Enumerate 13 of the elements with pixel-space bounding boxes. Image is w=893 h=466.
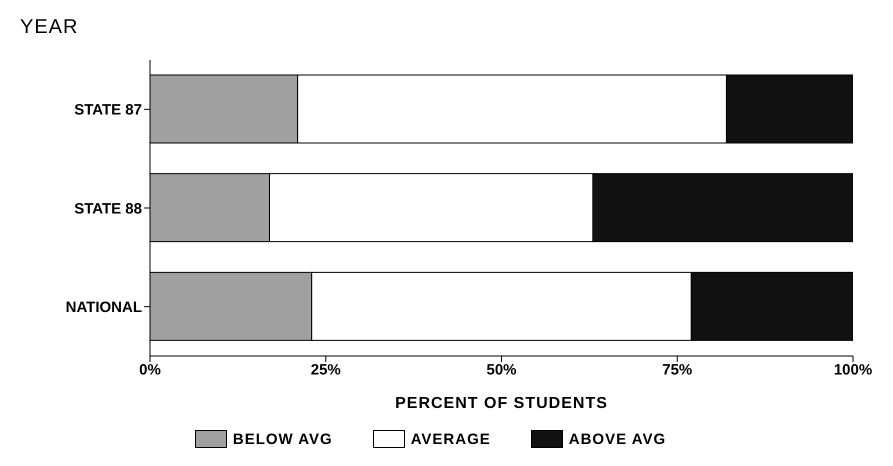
y-tick-label: STATE 87 xyxy=(74,102,142,119)
x-tick-label: 25% xyxy=(310,362,341,379)
y-tick-label: STATE 88 xyxy=(74,200,142,218)
x-tick-label: 50% xyxy=(486,362,517,379)
legend-label: ABOVE AVG xyxy=(568,430,666,448)
y-tick-label: NATIONAL xyxy=(66,298,142,316)
x-tick-label: 75% xyxy=(662,362,692,379)
x-tick-label: 0% xyxy=(139,362,161,379)
legend-label: BELOW AVG xyxy=(232,430,333,448)
x-axis-title: PERCENT OF STUDENTS xyxy=(395,395,608,412)
x-tick-label: 100% xyxy=(834,362,872,379)
y-axis-title: YEAR xyxy=(20,16,78,39)
legend-label: AVERAGE xyxy=(410,430,491,448)
